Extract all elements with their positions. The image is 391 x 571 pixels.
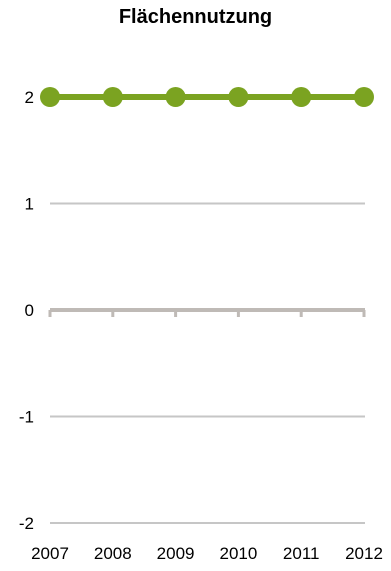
data-point xyxy=(165,87,186,107)
x-tick-label: 2012 xyxy=(345,544,383,563)
y-tick-label: 2 xyxy=(25,88,34,107)
data-point xyxy=(228,87,249,107)
data-point xyxy=(354,87,374,107)
data-point xyxy=(40,87,60,107)
x-tick-label: 2010 xyxy=(219,544,257,563)
x-tick-label: 2007 xyxy=(31,544,69,563)
chart-title: Flächennutzung xyxy=(118,6,273,28)
x-tick-label: 2009 xyxy=(157,544,195,563)
x-tick-label: 2008 xyxy=(94,544,132,563)
y-tick-label: -1 xyxy=(19,408,34,427)
data-point xyxy=(102,87,123,107)
y-tick-label: -2 xyxy=(19,514,34,533)
data-point xyxy=(291,87,312,107)
x-tick-label: 2011 xyxy=(283,544,320,563)
y-tick-label: 0 xyxy=(25,301,34,320)
y-tick-label: 1 xyxy=(25,195,34,214)
